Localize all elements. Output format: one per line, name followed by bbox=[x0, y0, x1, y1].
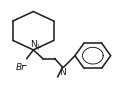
Text: N: N bbox=[30, 40, 37, 49]
Text: N: N bbox=[59, 68, 66, 77]
Text: +: + bbox=[35, 43, 41, 52]
Text: −: − bbox=[21, 62, 27, 71]
Text: Br: Br bbox=[15, 63, 25, 72]
